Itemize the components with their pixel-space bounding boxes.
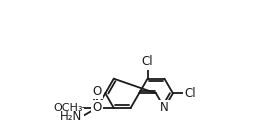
Text: Cl: Cl xyxy=(184,87,196,100)
Text: N: N xyxy=(160,101,169,114)
Text: Cl: Cl xyxy=(142,55,153,68)
Text: OCH₃: OCH₃ xyxy=(53,103,83,113)
Text: H₂N: H₂N xyxy=(60,110,82,123)
Text: O: O xyxy=(92,101,102,114)
Text: O: O xyxy=(92,85,102,98)
